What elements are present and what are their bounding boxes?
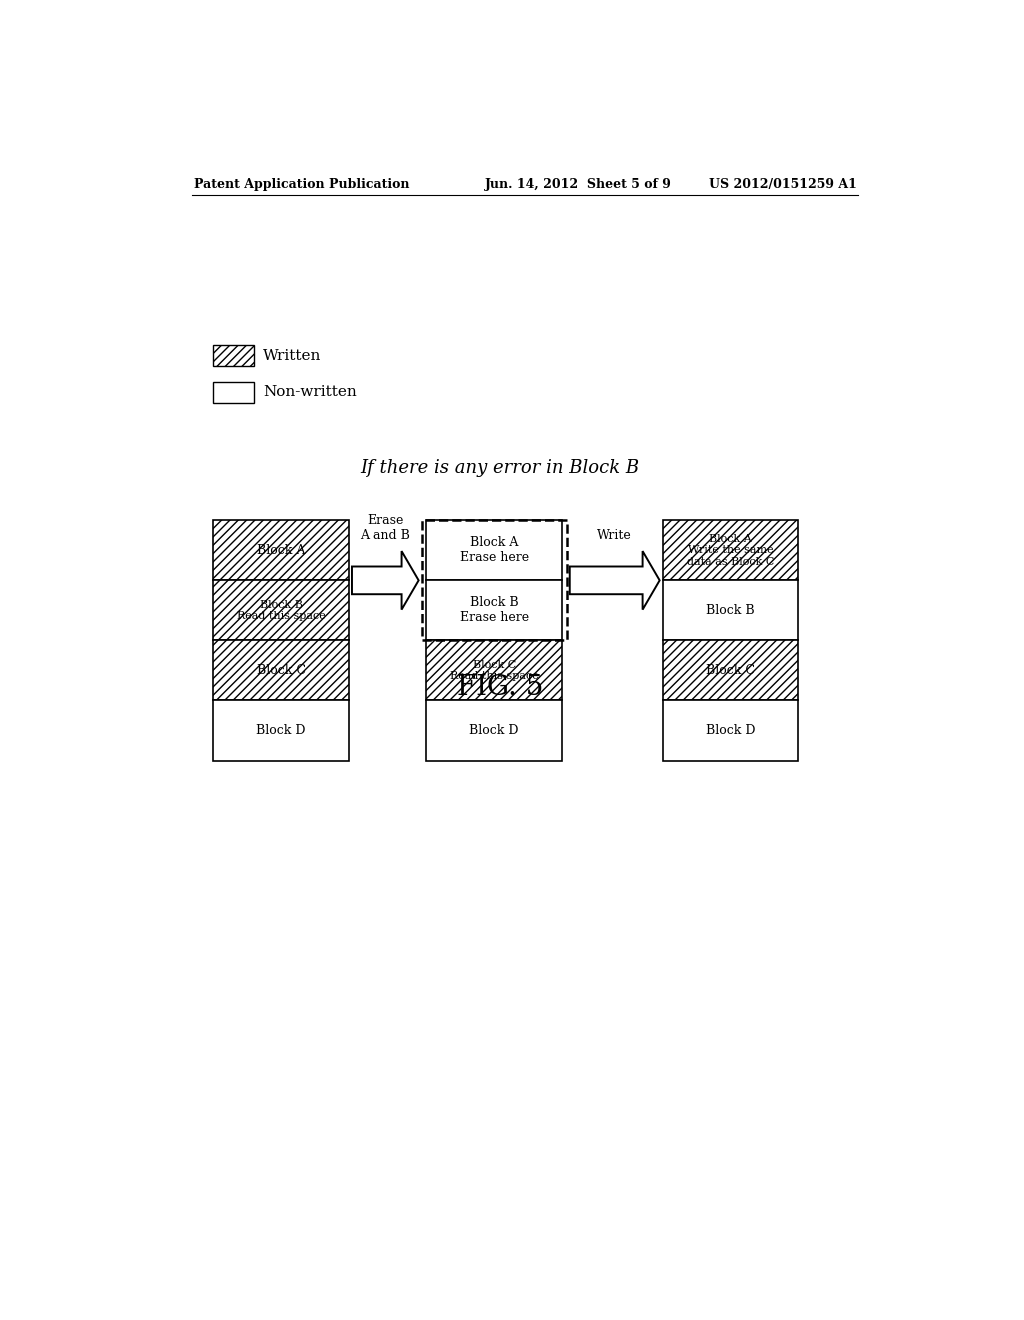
- Bar: [663, 701, 799, 760]
- Text: Block B
Erase here: Block B Erase here: [460, 597, 528, 624]
- Text: Block A
Erase here: Block A Erase here: [460, 536, 528, 565]
- Polygon shape: [569, 552, 659, 610]
- Text: FIG. 5: FIG. 5: [457, 675, 543, 701]
- Bar: [426, 701, 562, 760]
- Text: Written: Written: [263, 348, 322, 363]
- Bar: [663, 581, 799, 640]
- Bar: [213, 520, 349, 581]
- Bar: [213, 381, 254, 404]
- Text: Block C
Read this space: Block C Read this space: [450, 660, 539, 681]
- Text: Block D: Block D: [469, 723, 519, 737]
- Bar: [213, 701, 349, 760]
- Text: Block A: Block A: [257, 544, 305, 557]
- Bar: [426, 520, 562, 581]
- Text: Non-written: Non-written: [263, 385, 356, 400]
- Bar: [213, 581, 349, 640]
- Text: Block C: Block C: [707, 664, 755, 677]
- Bar: [426, 640, 562, 701]
- Bar: [213, 640, 349, 701]
- Text: Block B: Block B: [707, 603, 755, 616]
- Text: Block B
Read this space: Block B Read this space: [237, 599, 326, 622]
- Text: Erase
A and B: Erase A and B: [360, 513, 411, 543]
- Text: Jun. 14, 2012  Sheet 5 of 9: Jun. 14, 2012 Sheet 5 of 9: [484, 178, 672, 190]
- Text: Block C: Block C: [257, 664, 305, 677]
- Text: Write: Write: [597, 529, 632, 543]
- Text: US 2012/0151259 A1: US 2012/0151259 A1: [709, 178, 856, 190]
- Text: If there is any error in Block B: If there is any error in Block B: [360, 459, 640, 477]
- Bar: [213, 345, 254, 367]
- Text: Patent Application Publication: Patent Application Publication: [194, 178, 410, 190]
- Text: Block D: Block D: [256, 723, 306, 737]
- Text: Block A
Write the same
data as Block C: Block A Write the same data as Block C: [687, 533, 774, 566]
- Bar: [422, 520, 566, 640]
- Polygon shape: [352, 552, 419, 610]
- Bar: [663, 520, 799, 581]
- Text: Block D: Block D: [706, 723, 756, 737]
- Bar: [426, 581, 562, 640]
- Bar: [663, 640, 799, 701]
